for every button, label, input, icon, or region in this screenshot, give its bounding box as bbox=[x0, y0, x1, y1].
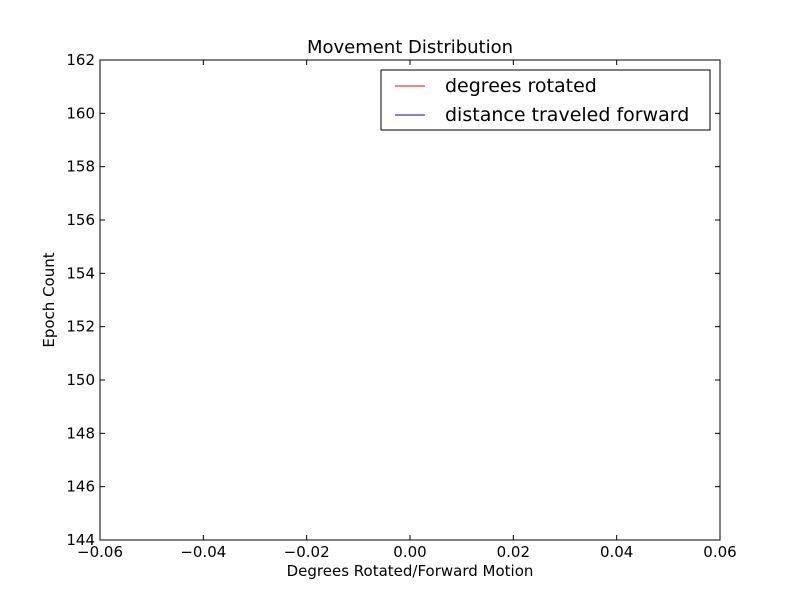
y-tick-label: 144 bbox=[66, 531, 95, 549]
x-tick-label: −0.04 bbox=[180, 543, 226, 561]
plot-frame bbox=[99, 59, 721, 541]
ticks-layer: −0.06 −0.04 −0.02 0.00 0.02 0.04 0.06 144 146 148… bbox=[66, 51, 736, 561]
legend: degrees rotated distance traveled forwar… bbox=[380, 69, 711, 131]
y-tick-label: 156 bbox=[66, 211, 95, 229]
chart-title: Movement Distribution bbox=[307, 37, 513, 58]
y-tick-label: 146 bbox=[66, 478, 95, 496]
y-axis-label: Epoch Count bbox=[40, 252, 58, 347]
x-tick-label: 0.04 bbox=[600, 543, 633, 561]
y-tick-label: 160 bbox=[66, 104, 95, 122]
y-tick-label: 154 bbox=[66, 264, 95, 282]
y-tick-label: 152 bbox=[66, 318, 95, 336]
y-tick-label: 150 bbox=[66, 371, 95, 389]
x-tick-label: −0.02 bbox=[284, 543, 330, 561]
y-tick-label: 162 bbox=[66, 51, 95, 69]
x-tick-label: 0.06 bbox=[703, 543, 736, 561]
x-tick-label: 0.02 bbox=[497, 543, 530, 561]
legend-box bbox=[380, 69, 711, 131]
plot-area bbox=[100, 60, 720, 540]
legend-label-distance-traveled-forward: distance traveled forward bbox=[445, 104, 689, 126]
y-tick-label: 148 bbox=[66, 424, 95, 442]
x-tick-label: 0.00 bbox=[393, 543, 426, 561]
legend-label-degrees-rotated: degrees rotated bbox=[445, 75, 597, 97]
y-tick-label: 158 bbox=[66, 158, 95, 176]
x-axis-label: Degrees Rotated/Forward Motion bbox=[287, 562, 534, 580]
x-tick-label: −0.06 bbox=[77, 543, 123, 561]
